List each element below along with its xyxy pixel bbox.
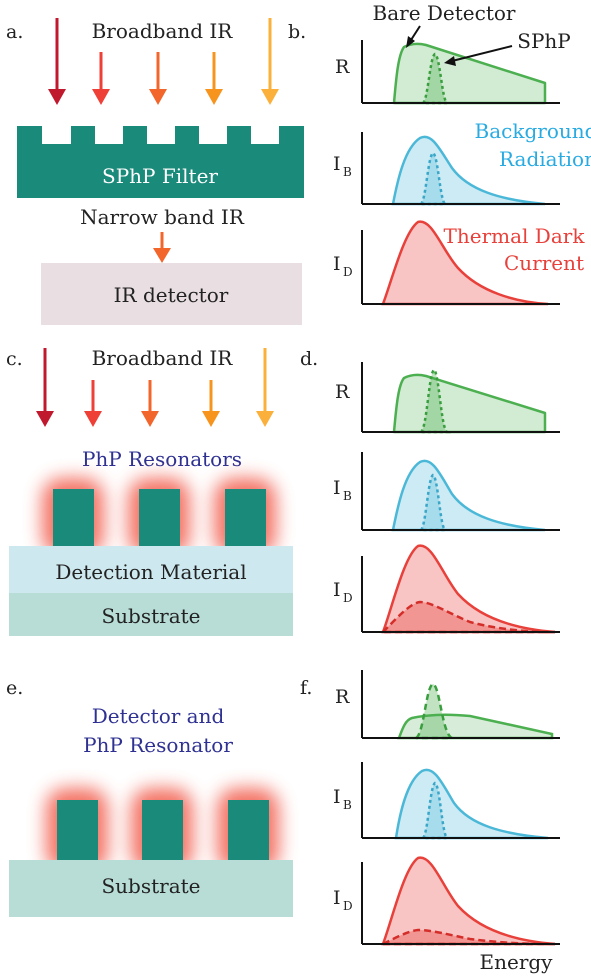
bare-detector-pointer-head	[406, 36, 415, 48]
background-label-1: Background	[475, 119, 591, 143]
axis-label-r-d: R	[335, 381, 350, 403]
panel-label-d: d.	[300, 348, 318, 370]
arrow-a-2	[92, 52, 110, 105]
sphp-r-peak-d	[416, 368, 452, 434]
axis-label-i-d-b: I	[333, 253, 341, 275]
thermal-dark-current-curve-d	[381, 544, 556, 634]
php-resonators-label: PhP Resonators	[82, 447, 242, 471]
narrow-band-arrow	[153, 232, 171, 263]
thermal-label-2: Current	[504, 251, 584, 275]
background-filtered-peak-f	[419, 781, 451, 840]
bare-detector-pointer	[410, 25, 421, 41]
bare-detector-label: Bare Detector	[373, 1, 516, 25]
background-radiation-curve-b	[391, 135, 546, 206]
panel-c: Broadband IR PhP Resonators Detection Ma…	[9, 346, 293, 636]
panel-f: R I B I D Energy	[333, 670, 560, 974]
broadband-arrows-c	[36, 348, 274, 427]
panel-b: R Bare Detector SPhP I B Background Radi…	[333, 1, 591, 306]
arrow-a-1	[48, 18, 66, 105]
bare-detector-r-curve-f	[397, 713, 554, 740]
axis-sub-d-f: D	[343, 899, 353, 913]
arrow-c-5	[256, 348, 274, 427]
panel-a: Broadband IR SPhP Filter Narrow band IR …	[17, 18, 304, 325]
arrow-a-5	[261, 18, 279, 105]
resonator-pillar-c3	[225, 489, 266, 546]
substrate-label-c: Substrate	[101, 604, 200, 628]
arrow-c-1	[36, 348, 54, 427]
panel-label-f: f.	[300, 677, 312, 699]
narrow-band-ir-label: Narrow band IR	[80, 205, 245, 229]
panel-e: Detector and PhP Resonator Substrate	[9, 704, 293, 917]
arrow-c-2	[84, 380, 102, 427]
panel-label-a: a.	[6, 21, 23, 43]
arrow-c-3	[141, 380, 159, 427]
broadband-ir-label-a: Broadband IR	[92, 19, 234, 43]
detector-resonator-title-1: Detector and	[92, 704, 225, 728]
substrate-layer-c	[9, 593, 293, 636]
substrate-layer-e	[9, 860, 293, 917]
sphp-label: SPhP	[517, 29, 571, 53]
resonator-pillar-e2	[142, 800, 183, 860]
arrow-c-4	[202, 380, 220, 427]
axis-label-i-d-d: I	[333, 579, 341, 601]
substrate-label-e: Substrate	[101, 874, 200, 898]
bare-detector-r-curve-d	[392, 373, 547, 434]
resonator-pillar-c2	[139, 489, 180, 546]
resonator-pillar-e1	[57, 800, 98, 860]
axis-label-i-b-b: I	[333, 153, 341, 175]
axis-label-i-b-d: I	[333, 477, 341, 499]
background-filtered-peak-b	[417, 151, 449, 206]
resonator-pillar-c1	[53, 489, 94, 546]
axis-label-i-d-f: I	[333, 887, 341, 909]
detector-resonator-title-2: PhP Resonator	[83, 733, 233, 757]
sphp-r-peak	[418, 52, 452, 105]
axis-label-r-b: R	[335, 56, 350, 78]
panel-d: R I B I D	[333, 362, 560, 634]
thermal-dark-current-curve-f	[381, 856, 556, 946]
axis-sub-d-b: D	[343, 265, 353, 279]
panel-label-c: c.	[6, 348, 23, 370]
axis-label-i-b-f: I	[333, 786, 341, 808]
thermal-label-1: Thermal Dark	[444, 224, 586, 248]
ir-detector-box	[41, 263, 302, 325]
resonant-r-peak-f	[415, 682, 453, 740]
axis-label-r-f: R	[335, 686, 350, 708]
detection-material-label: Detection Material	[55, 560, 246, 584]
background-radiation-curve-f	[394, 768, 549, 840]
sphp-pointer	[451, 45, 513, 62]
sphp-pointer-head	[444, 56, 456, 66]
panel-label-e: e.	[6, 677, 23, 699]
sphp-filter-shape	[17, 126, 304, 198]
axis-sub-b-d: B	[343, 489, 352, 503]
detection-material-layer	[9, 546, 293, 593]
axis-sub-d-d: D	[343, 591, 353, 605]
axis-sub-b-f: B	[343, 798, 352, 812]
energy-axis-label: Energy	[480, 950, 554, 974]
resonator-pillar-e3	[228, 800, 269, 860]
background-label-2: Radiation	[499, 147, 591, 171]
ir-detector-label: IR detector	[114, 283, 229, 307]
sphp-filter: SPhP Filter	[17, 126, 304, 198]
arrow-a-4	[205, 52, 223, 105]
bare-detector-r-curve	[392, 42, 547, 105]
thermal-dark-current-curve-b	[381, 220, 549, 306]
axis-sub-b-b: B	[343, 165, 352, 179]
background-filtered-peak-d	[417, 473, 449, 532]
panel-label-b: b.	[288, 21, 306, 43]
broadband-arrows-a	[48, 18, 279, 105]
sphp-filter-label: SPhP Filter	[102, 164, 218, 188]
background-radiation-curve-d	[391, 459, 546, 532]
broadband-ir-label-c: Broadband IR	[92, 346, 234, 370]
arrow-a-3	[149, 52, 167, 105]
